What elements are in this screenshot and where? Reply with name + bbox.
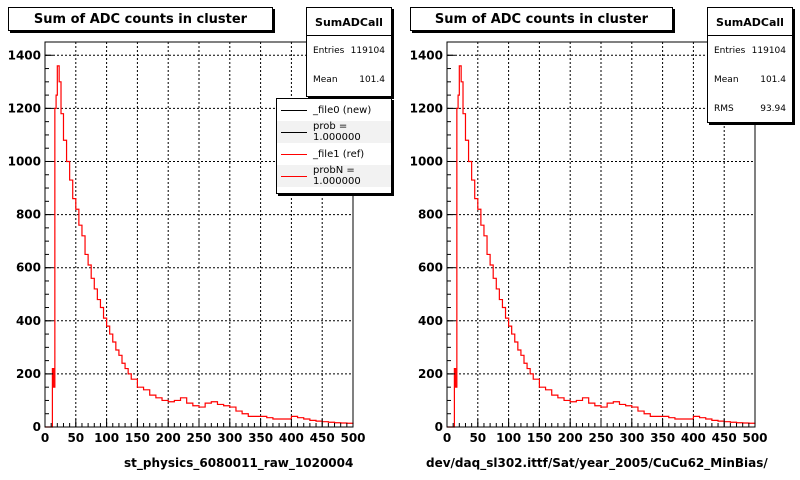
left-x-tick-label: 450: [310, 431, 335, 445]
right-stats-mean-value: 101.4: [760, 74, 786, 85]
right-stats-entries: Entries 119104: [708, 36, 792, 65]
left-y-tick-label: 0: [33, 420, 41, 434]
right-stats-name: SumADCall: [708, 8, 792, 36]
left-stats-name: SumADCall: [307, 8, 391, 36]
left-y-tick-label: 1400: [8, 48, 41, 62]
legend-label-probn: probN = 1.000000: [313, 165, 361, 187]
left-x-tick-label: 500: [340, 431, 365, 445]
left-stats-entries-value: 119104: [350, 45, 385, 56]
right-x-tick-label: 50: [469, 431, 486, 445]
right-stats-rms: RMS 93.94: [708, 94, 792, 123]
right-y-tick-label: 1200: [410, 101, 443, 115]
left-x-tick-label: 100: [94, 431, 119, 445]
left-x-tick-label: 300: [217, 431, 242, 445]
right-stats-entries-label: Entries: [714, 45, 746, 56]
legend-label-file0: _file0 (new): [313, 104, 372, 116]
right-x-tick-label: 250: [588, 431, 613, 445]
right-stats-entries-value: 119104: [751, 45, 786, 56]
right-x-tick-label: 150: [527, 431, 552, 445]
left-x-tick-label: 0: [41, 431, 49, 445]
legend-entry-probn: probN = 1.000000: [277, 165, 391, 187]
left-x-tick-label: 250: [186, 431, 211, 445]
left-stats-mean: Mean 101.4: [307, 65, 391, 94]
right-y-tick-label: 400: [418, 314, 443, 328]
right-stats-rms-value: 93.94: [760, 103, 786, 114]
legend-line-probn: [281, 175, 307, 177]
right-x-tick-label: 400: [681, 431, 706, 445]
right-series-0: [447, 65, 756, 428]
legend-entry-file0: _file0 (new): [277, 99, 391, 121]
legend-label-file1: _file1 (ref): [313, 148, 365, 160]
legend-line-file0: [281, 109, 307, 111]
right-plot: 0 50 100 150 200 250 300 350 400 450 500 0 200 400 600…: [410, 41, 768, 445]
right-stats-rms-label: RMS: [714, 103, 734, 114]
left-stats-mean-label: Mean: [313, 74, 338, 85]
left-series-0: [45, 65, 354, 428]
right-x-tick-label: 450: [712, 431, 737, 445]
right-chart-title-text: Sum of ADC counts in cluster: [434, 11, 649, 27]
left-y-tick-label: 800: [16, 208, 41, 222]
left-chart-title: Sum of ADC counts in cluster: [8, 7, 273, 31]
left-y-tick-label: 600: [16, 261, 41, 275]
right-x-tick-label: 200: [558, 431, 583, 445]
left-x-tick-label: 50: [67, 431, 84, 445]
right-y-tick-label: 0: [435, 420, 443, 434]
left-stats-entries-label: Entries: [313, 45, 345, 56]
right-y-tick-label: 800: [418, 208, 443, 222]
right-stats-box: SumADCall Entries 119104 Mean 101.4 RMS …: [707, 7, 793, 123]
legend-line-file1: [281, 153, 307, 155]
left-x-tick-label: 350: [248, 431, 273, 445]
left-chart-title-text: Sum of ADC counts in cluster: [33, 11, 248, 27]
right-y-tick-label: 200: [418, 367, 443, 381]
right-x-tick-label: 500: [742, 431, 767, 445]
left-legend: _file0 (new) prob = 1.000000 _file1 (ref…: [276, 98, 392, 194]
legend-line-prob: [281, 131, 307, 133]
right-x-tick-label: 300: [619, 431, 644, 445]
left-x-tick-label: 150: [125, 431, 150, 445]
right-x-caption: dev/daq_sl302.ittf/Sat/year_2005/CuCu62_…: [426, 456, 768, 470]
left-y-tick-label: 1000: [8, 154, 41, 168]
legend-entry-file1: _file1 (ref): [277, 143, 391, 165]
left-stats-box: SumADCall Entries 119104 Mean 101.4: [306, 7, 392, 97]
right-stats-mean-label: Mean: [714, 74, 739, 85]
right-x-tick-label: 0: [443, 431, 451, 445]
legend-entry-prob: prob = 1.000000: [277, 121, 391, 143]
left-x-caption: st_physics_6080011_raw_1020004: [124, 456, 354, 470]
right-x-tick-label: 100: [496, 431, 521, 445]
legend-label-prob: prob = 1.000000: [313, 121, 361, 143]
right-stats-mean: Mean 101.4: [708, 65, 792, 94]
right-chart-title: Sum of ADC counts in cluster: [410, 7, 673, 31]
left-y-tick-label: 200: [16, 367, 41, 381]
left-y-tick-label: 1200: [8, 101, 41, 115]
left-y-tick-label: 400: [16, 314, 41, 328]
right-y-tick-label: 1000: [410, 154, 443, 168]
right-y-tick-label: 600: [418, 261, 443, 275]
left-stats-mean-value: 101.4: [359, 74, 385, 85]
right-x-tick-label: 350: [650, 431, 675, 445]
left-x-tick-label: 200: [156, 431, 181, 445]
left-x-tick-label: 400: [279, 431, 304, 445]
left-stats-entries: Entries 119104: [307, 36, 391, 65]
right-y-tick-label: 1400: [410, 48, 443, 62]
